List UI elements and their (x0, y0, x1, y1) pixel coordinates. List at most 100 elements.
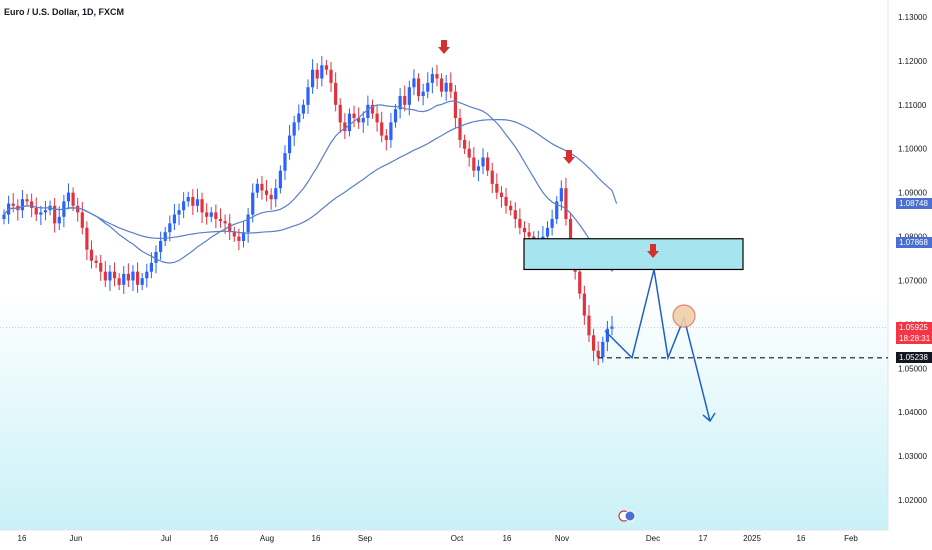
candle-body (320, 65, 324, 79)
candle-body (407, 87, 411, 105)
candle-body (504, 197, 508, 206)
candle-body (292, 122, 296, 136)
candle-body (297, 113, 301, 123)
candle-body (334, 82, 338, 105)
candle-body (421, 91, 425, 97)
candle-body (246, 214, 250, 233)
candle-body (587, 315, 591, 336)
candle-body (545, 227, 550, 237)
candle-body (370, 104, 375, 114)
y-tick-label: 1.03000 (898, 452, 927, 461)
symbol-title: Euro / U.S. Dollar, 1D, FXCM (4, 7, 125, 17)
candle-body (89, 249, 94, 261)
candle-body (361, 117, 365, 123)
candle-body (389, 122, 393, 140)
x-tick-label: Jul (161, 534, 171, 543)
candle-body (172, 214, 177, 224)
support-price-tag: 1.05238 (896, 352, 932, 364)
candle-body (99, 262, 103, 272)
candle-body (458, 117, 462, 140)
candle-body (39, 212, 43, 215)
candle-body (610, 326, 614, 329)
candle-body (315, 69, 319, 79)
candle-body (228, 223, 232, 233)
candle-body (426, 82, 430, 92)
candle-body (163, 232, 167, 241)
x-tick-label: 16 (18, 534, 27, 543)
candle-body (177, 210, 181, 215)
x-tick-label: 16 (210, 534, 219, 543)
candle-body (403, 96, 407, 105)
candle-body (301, 104, 305, 114)
x-tick-label: Sep (358, 534, 373, 543)
x-tick-label: Oct (451, 534, 464, 543)
x-tick-label: 17 (699, 534, 708, 543)
projection-path (604, 269, 711, 422)
candle-body (43, 210, 48, 213)
x-tick-label: Nov (555, 534, 569, 543)
candle-body (375, 113, 379, 123)
candle-body (476, 166, 481, 171)
candle-body (338, 104, 342, 123)
candle-body (117, 278, 121, 285)
candle-body (34, 208, 38, 215)
candle-body (131, 271, 135, 281)
candle-body (251, 192, 255, 215)
y-tick-label: 1.09000 (898, 189, 927, 198)
candle-body (186, 197, 190, 202)
candle-body (591, 335, 596, 351)
candle-body (347, 113, 352, 132)
candle-body (324, 65, 329, 70)
candle-body (366, 104, 370, 118)
candle-body (527, 232, 531, 237)
candle-body (209, 212, 213, 217)
candle-body (416, 78, 421, 97)
y-tick-label: 1.05000 (898, 364, 927, 373)
candle-body (214, 212, 218, 219)
candle-body (11, 203, 15, 206)
candle-body (103, 271, 107, 281)
y-tick-label: 1.02000 (898, 496, 927, 505)
y-tick-label: 1.07000 (898, 276, 927, 285)
candle-body (112, 271, 117, 279)
candle-body (154, 251, 158, 263)
candle-body (393, 109, 398, 123)
candle-body (85, 227, 89, 250)
candle-body (255, 183, 259, 193)
candle-body (168, 223, 172, 233)
y-tick-label: 1.04000 (898, 408, 927, 417)
y-tick-label: 1.13000 (898, 13, 927, 22)
candle-body (352, 113, 356, 118)
candle-body (287, 135, 292, 154)
countdown-tag: 18:28:31 (896, 333, 932, 345)
candle-body (596, 350, 600, 358)
down-arrow-icon (647, 244, 659, 258)
chart-background (0, 0, 888, 530)
candle-body (135, 271, 140, 285)
candle-body (486, 157, 490, 171)
candle-body (145, 271, 149, 279)
candle-body (20, 199, 25, 211)
y-tick-label: 1.10000 (898, 145, 927, 154)
current-price-tag: 1.05925 (896, 322, 932, 334)
candle-body (195, 199, 200, 206)
candle-body (605, 328, 609, 342)
candle-body (241, 232, 246, 241)
candle-body (467, 148, 471, 158)
candle-body (518, 218, 522, 228)
candle-body (283, 153, 287, 171)
candle-body (306, 87, 310, 105)
candle-body (140, 278, 144, 285)
candle-body (541, 236, 545, 239)
x-tick-label: 16 (312, 534, 321, 543)
x-tick-label: 16 (797, 534, 806, 543)
candle-body (522, 227, 527, 233)
candle-body (57, 216, 61, 224)
candle-body (463, 139, 467, 149)
candle-body (269, 194, 273, 200)
candle-body (2, 214, 6, 219)
candle-body (343, 122, 347, 132)
y-tick-label: 1.12000 (898, 57, 927, 66)
